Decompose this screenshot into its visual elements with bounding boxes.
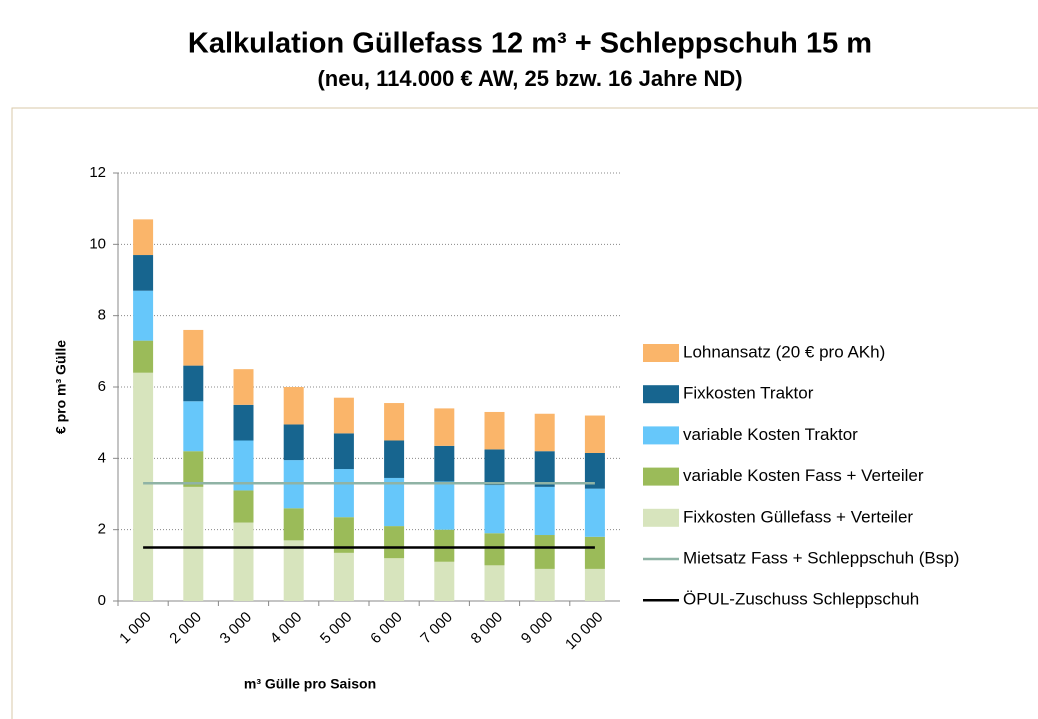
bar-segment [534, 568, 555, 601]
bar-segment [133, 290, 154, 341]
bar-segment [133, 372, 154, 601]
legend-label: Fixkosten Güllefass + Verteiler [683, 507, 913, 526]
legend-label: ÖPUL-Zuschuss Schleppschuh [683, 590, 919, 609]
legend-swatch [643, 467, 679, 486]
bar-segment [333, 552, 354, 601]
bar-segment [183, 365, 204, 402]
x-tick-label: 6 000 [367, 609, 406, 648]
bar-segment [434, 561, 455, 601]
bar-segment [233, 440, 254, 491]
bar-segment [333, 517, 354, 553]
legend-label: variable Kosten Traktor [683, 425, 858, 444]
bar-segment [584, 488, 605, 537]
bar-segment [484, 565, 505, 601]
bar-segment [333, 433, 354, 470]
bar-segment [183, 486, 204, 601]
legend-label: Lohnansatz (20 € pro AKh) [683, 342, 885, 361]
chart-border [11, 107, 1038, 719]
bar-segment [534, 451, 555, 487]
y-axis-title: € pro m³ Gülle [53, 340, 69, 434]
bar-segment [133, 219, 154, 256]
legend-swatch [643, 385, 679, 404]
chart-title: Kalkulation Güllefass 12 m³ + Schleppsch… [188, 28, 872, 60]
x-tick-label: 3 000 [217, 609, 256, 648]
bar-segment [183, 329, 204, 366]
x-tick-label: 7 000 [417, 609, 456, 648]
bar-segment [283, 424, 304, 461]
bar-segment [333, 397, 354, 434]
x-tick-label: 2 000 [166, 609, 205, 648]
legend-swatch [643, 508, 679, 527]
legend-swatch [643, 426, 679, 445]
y-tick-label: 2 [98, 521, 106, 538]
bar-segment [333, 469, 354, 518]
bar-segment [133, 255, 154, 291]
legend-swatch [643, 344, 679, 362]
y-tick-label: 6 [98, 378, 106, 395]
bar-segment [434, 481, 455, 530]
bar-segment [584, 452, 605, 489]
bar-segment [384, 477, 405, 527]
x-tick-label: 1 000 [116, 609, 155, 648]
x-tick-label: 8 000 [468, 609, 507, 648]
bar-segment [233, 404, 254, 441]
y-tick-label: 4 [98, 449, 106, 466]
bar-segment [283, 508, 304, 541]
y-tick-label: 0 [98, 592, 106, 609]
bar-segment [534, 413, 555, 452]
bar-segment [233, 522, 254, 601]
legend-label: Fixkosten Traktor [683, 384, 814, 403]
bar-segment [434, 408, 455, 446]
bar-segment [584, 568, 605, 601]
legend-label: variable Kosten Fass + Verteiler [683, 466, 924, 485]
bar-segment [183, 401, 204, 452]
x-tick-label: 9 000 [518, 609, 557, 648]
y-tick-label: 10 [89, 235, 106, 252]
chart-subtitle: (neu, 114.000 € AW, 25 bzw. 16 Jahre ND) [317, 66, 742, 91]
x-tick-label: 4 000 [267, 609, 306, 648]
bar-segment [283, 540, 304, 601]
legend-label: Mietsatz Fass + Schleppschuh (Bsp) [683, 548, 959, 567]
bar-segment [584, 536, 605, 569]
bar-segment [534, 486, 555, 536]
bar-segment [584, 415, 605, 453]
y-tick-label: 12 [89, 164, 106, 181]
bar-segment [384, 440, 405, 478]
x-axis-title: m³ Gülle pro Saison [244, 676, 376, 692]
bar-segment [384, 558, 405, 601]
y-tick-label: 8 [98, 307, 106, 324]
bar-segment [484, 449, 505, 486]
bar-segment [183, 451, 204, 487]
bar-segment [484, 411, 505, 450]
x-tick-label: 5 000 [317, 609, 356, 648]
bar-segment [484, 533, 505, 566]
bar-segment [384, 526, 405, 559]
bar-segment [434, 529, 455, 562]
bar-segment [133, 340, 154, 373]
bar-segment [484, 485, 505, 534]
bar-segment [283, 387, 304, 425]
bar-segment [434, 445, 455, 482]
x-tick-label: 10 000 [562, 609, 606, 653]
bar-segment [384, 403, 405, 441]
bar-segment [233, 369, 254, 405]
bar-segment [534, 535, 555, 569]
bar-segment [233, 490, 254, 523]
